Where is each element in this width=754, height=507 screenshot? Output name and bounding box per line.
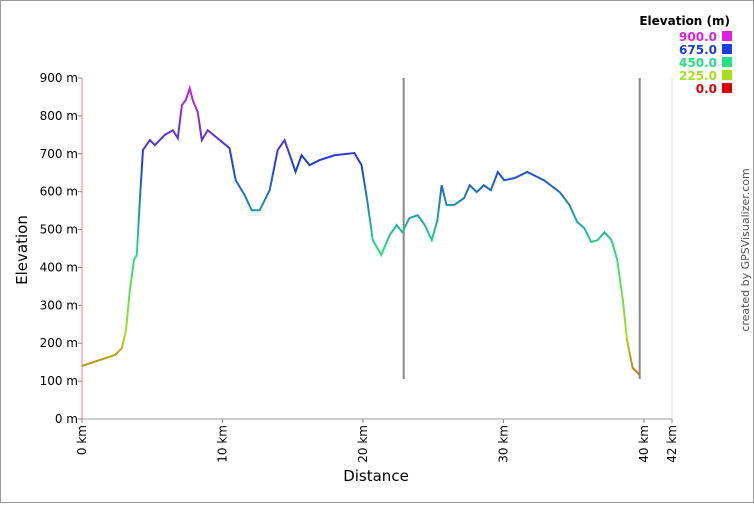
legend-swatch [722,44,732,54]
legend-label: 675.0 [679,43,717,57]
legend-label: 0.0 [696,82,717,96]
y-tick-label: 500 m [40,223,78,237]
legend-swatch [722,83,732,93]
legend-swatch [722,31,732,41]
y-tick-label: 200 m [40,336,78,350]
y-tick-label: 700 m [40,147,78,161]
x-tick-label: 40 km [637,425,651,463]
legend-label: 900.0 [679,30,717,44]
x-tick-label: 30 km [496,425,510,463]
y-axis-label: Elevation [13,215,31,285]
elevation-line [81,84,641,376]
x-tick-label: 10 km [215,425,229,463]
credit: created by GPSVisualizer.com [739,168,752,331]
y-tick-label: 100 m [40,374,78,388]
x-tick-label: 0 km [75,425,89,455]
x-tick-label: 20 km [356,425,370,463]
legend-swatch [722,57,732,67]
x-axis-label: Distance [343,467,409,485]
y-tick-label: 400 m [40,260,78,274]
y-tick-label: 300 m [40,298,78,312]
y-tick-label: 800 m [40,109,78,123]
y-tick-label: 600 m [40,185,78,199]
legend-title: Elevation (m) [639,14,730,28]
y-tick-label: 900 m [40,71,78,85]
y-tick-label: 0 m [55,412,78,426]
legend-label: 225.0 [679,69,717,83]
legend-swatch [722,70,732,80]
x-tick-label: 42 km [665,425,679,463]
legend-label: 450.0 [679,56,717,70]
